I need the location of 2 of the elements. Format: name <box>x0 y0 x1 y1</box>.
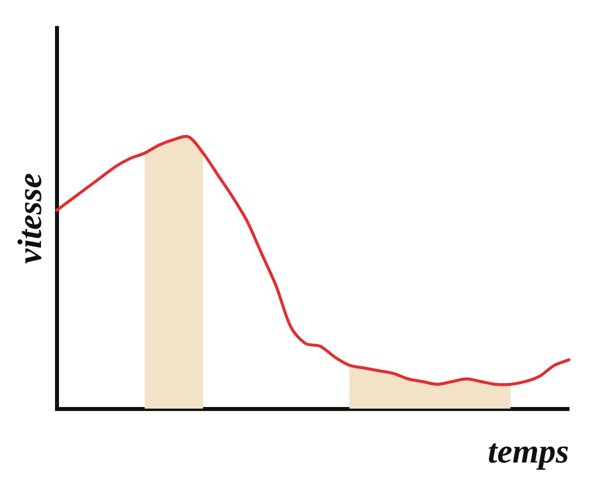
y-axis-title: vitesse <box>12 173 50 264</box>
x-axis-title: temps <box>488 433 569 470</box>
